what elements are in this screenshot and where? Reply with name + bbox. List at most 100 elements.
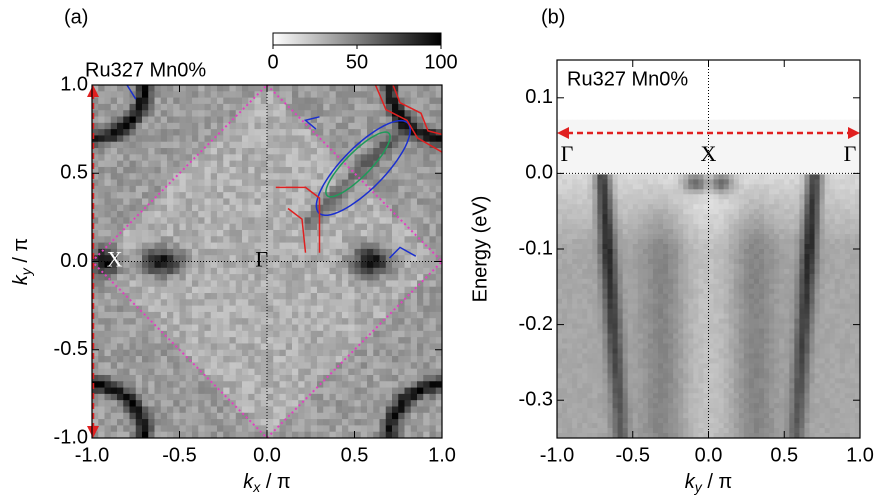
intensity-pixel bbox=[155, 142, 162, 149]
intensity-pixel bbox=[230, 381, 237, 388]
intensity-pixel bbox=[167, 369, 174, 376]
intensity-pixel bbox=[678, 150, 684, 156]
intensity-pixel bbox=[292, 350, 299, 357]
intensity-pixel bbox=[810, 135, 816, 141]
intensity-pixel bbox=[273, 98, 280, 105]
intensity-pixel bbox=[673, 159, 679, 165]
intensity-pixel bbox=[280, 104, 287, 111]
intensity-pixel bbox=[336, 180, 343, 187]
intensity-pixel bbox=[292, 123, 299, 130]
intensity-pixel bbox=[845, 90, 851, 96]
intensity-pixel bbox=[286, 230, 293, 237]
intensity-pixel bbox=[342, 274, 349, 281]
intensity-pixel bbox=[242, 400, 249, 407]
intensity-pixel bbox=[280, 394, 287, 401]
intensity-pixel bbox=[673, 110, 679, 116]
intensity-pixel bbox=[348, 388, 355, 395]
intensity-pixel bbox=[223, 243, 230, 250]
intensity-pixel bbox=[355, 224, 362, 231]
intensity-pixel bbox=[398, 419, 405, 426]
intensity-pixel bbox=[161, 110, 168, 117]
intensity-pixel bbox=[123, 312, 130, 319]
intensity-pixel bbox=[230, 180, 237, 187]
intensity-pixel bbox=[815, 179, 821, 185]
intensity-pixel bbox=[111, 198, 118, 205]
intensity-pixel bbox=[714, 65, 720, 71]
intensity-pixel bbox=[123, 91, 130, 98]
intensity-pixel bbox=[248, 243, 255, 250]
intensity-pixel bbox=[186, 262, 193, 269]
intensity-pixel bbox=[688, 204, 694, 210]
intensity-pixel bbox=[398, 312, 405, 319]
intensity-pixel bbox=[417, 198, 424, 205]
intensity-pixel bbox=[311, 425, 318, 432]
intensity-pixel bbox=[587, 159, 593, 165]
intensity-pixel bbox=[411, 236, 418, 243]
intensity-pixel bbox=[155, 211, 162, 218]
intensity-pixel bbox=[367, 280, 374, 287]
intensity-pixel bbox=[148, 85, 155, 92]
intensity-pixel bbox=[273, 198, 280, 205]
intensity-pixel bbox=[305, 343, 312, 350]
intensity-pixel bbox=[192, 123, 199, 130]
intensity-pixel bbox=[311, 356, 318, 363]
intensity-pixel bbox=[361, 98, 368, 105]
intensity-pixel bbox=[348, 110, 355, 117]
intensity-pixel bbox=[739, 65, 745, 71]
intensity-pixel bbox=[236, 299, 243, 306]
intensity-pixel bbox=[724, 184, 730, 190]
intensity-pixel bbox=[411, 369, 418, 376]
intensity-pixel bbox=[754, 150, 760, 156]
intensity-pixel bbox=[845, 65, 851, 71]
intensity-pixel bbox=[348, 337, 355, 344]
intensity-pixel bbox=[367, 198, 374, 205]
intensity-pixel bbox=[211, 425, 218, 432]
intensity-pixel bbox=[577, 169, 583, 175]
intensity-pixel bbox=[186, 91, 193, 98]
intensity-pixel bbox=[633, 179, 639, 185]
intensity-pixel bbox=[799, 95, 805, 101]
intensity-pixel bbox=[236, 394, 243, 401]
intensity-pixel bbox=[130, 230, 137, 237]
intensity-pixel bbox=[255, 142, 262, 149]
intensity-pixel bbox=[643, 120, 649, 126]
intensity-pixel bbox=[633, 169, 639, 175]
intensity-pixel bbox=[280, 262, 287, 269]
intensity-pixel bbox=[709, 189, 715, 195]
intensity-pixel bbox=[638, 145, 644, 151]
intensity-pixel bbox=[217, 350, 224, 357]
intensity-pixel bbox=[668, 60, 674, 66]
intensity-pixel bbox=[367, 287, 374, 294]
intensity-pixel bbox=[323, 268, 330, 275]
intensity-pixel bbox=[623, 135, 629, 141]
intensity-pixel bbox=[623, 204, 629, 210]
intensity-pixel bbox=[613, 159, 619, 165]
intensity-pixel bbox=[348, 325, 355, 332]
intensity-pixel bbox=[123, 299, 130, 306]
intensity-pixel bbox=[830, 174, 836, 180]
x-tick-label: -0.5 bbox=[162, 444, 196, 466]
intensity-pixel bbox=[217, 413, 224, 420]
intensity-pixel bbox=[180, 331, 187, 338]
intensity-pixel bbox=[769, 179, 775, 185]
intensity-pixel bbox=[192, 318, 199, 325]
intensity-pixel bbox=[186, 400, 193, 407]
intensity-pixel bbox=[618, 90, 624, 96]
intensity-pixel bbox=[380, 312, 387, 319]
intensity-pixel bbox=[380, 413, 387, 420]
intensity-pixel bbox=[242, 224, 249, 231]
intensity-pixel bbox=[714, 105, 720, 111]
intensity-pixel bbox=[373, 180, 380, 187]
intensity-pixel bbox=[815, 75, 821, 81]
intensity-pixel bbox=[386, 268, 393, 275]
intensity-pixel bbox=[323, 262, 330, 269]
intensity-pixel bbox=[430, 192, 437, 199]
intensity-pixel bbox=[311, 394, 318, 401]
intensity-pixel bbox=[348, 406, 355, 413]
intensity-pixel bbox=[386, 400, 393, 407]
intensity-pixel bbox=[242, 362, 249, 369]
intensity-pixel bbox=[267, 230, 274, 237]
intensity-pixel bbox=[161, 293, 168, 300]
intensity-pixel bbox=[628, 199, 634, 205]
intensity-pixel bbox=[223, 224, 230, 231]
